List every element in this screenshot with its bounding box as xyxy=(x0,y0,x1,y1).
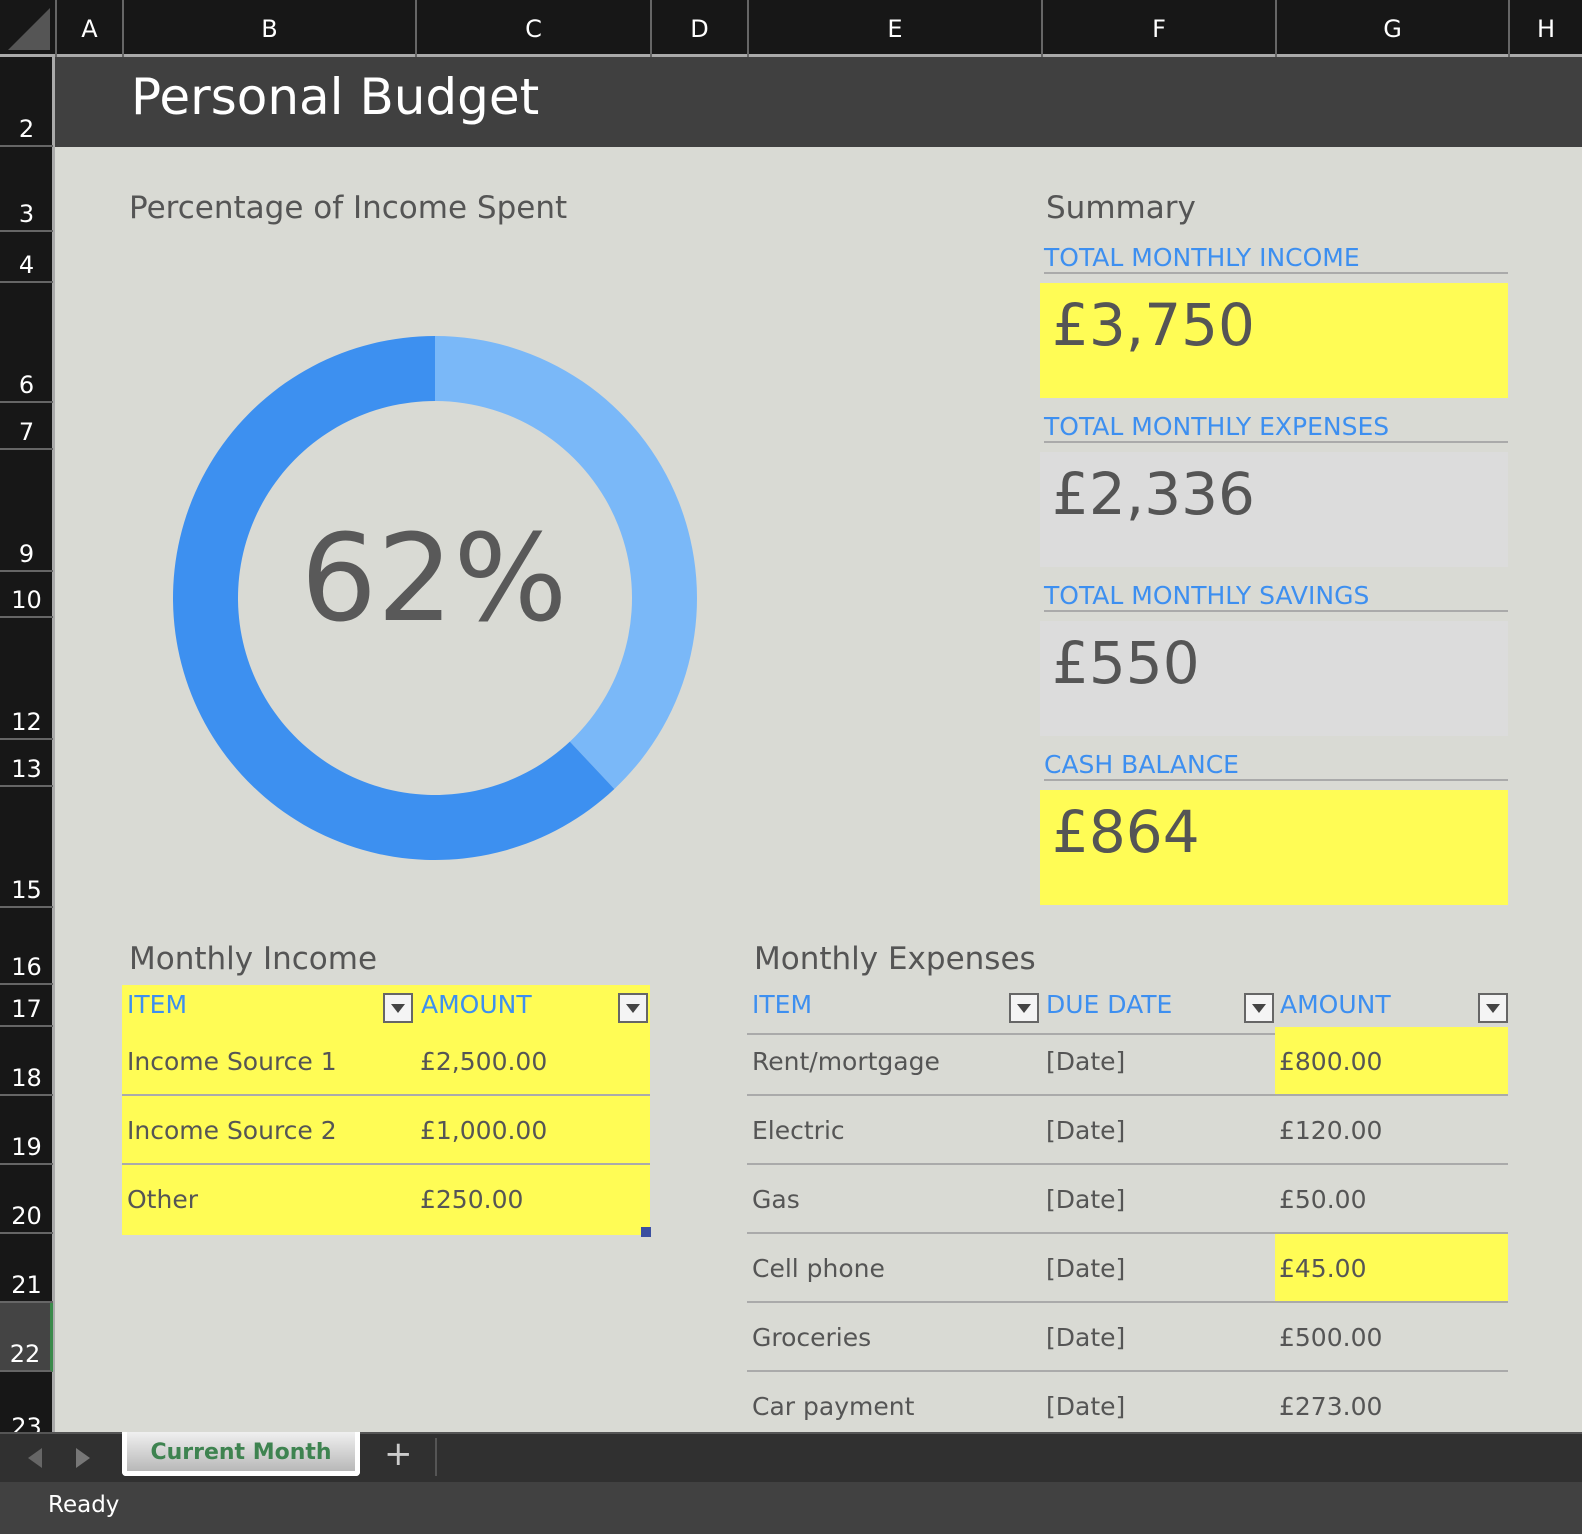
expense-row[interactable]: Cell phone [Date] £45.00 xyxy=(747,1234,1508,1303)
expense-row[interactable]: Rent/mortgage [Date] £800.00 xyxy=(747,1027,1508,1096)
row-header-9[interactable]: 9 xyxy=(0,450,53,572)
income-row[interactable]: Income Source 1 £2,500.00 xyxy=(122,1027,650,1096)
expense-item: Gas xyxy=(752,1185,800,1214)
scroll-right-icon[interactable] xyxy=(76,1448,90,1468)
summary-label: TOTAL MONTHLY INCOME xyxy=(1044,243,1508,274)
expense-due-date: [Date] xyxy=(1046,1392,1126,1421)
column-header-a[interactable]: A xyxy=(55,0,122,57)
status-bar: Ready xyxy=(0,1482,1582,1534)
donut-slice-remaining[interactable] xyxy=(435,336,697,789)
page-title: Personal Budget xyxy=(131,68,540,126)
expense-row[interactable]: Gas [Date] £50.00 xyxy=(747,1165,1508,1234)
row-header-6[interactable]: 6 xyxy=(0,283,53,403)
filter-dropdown-icon[interactable] xyxy=(1244,993,1274,1023)
expense-due-date: [Date] xyxy=(1046,1254,1126,1283)
row-header-16[interactable]: 16 xyxy=(0,908,53,985)
row-header-7[interactable]: 7 xyxy=(0,403,53,450)
filter-dropdown-icon[interactable] xyxy=(1478,993,1508,1023)
row-header-17[interactable]: 17 xyxy=(0,985,53,1027)
summary-value[interactable]: £864 xyxy=(1040,790,1508,905)
column-header-b[interactable]: B xyxy=(122,0,415,57)
income-row[interactable]: Other £250.00 xyxy=(122,1165,650,1234)
donut-chart[interactable] xyxy=(160,323,710,873)
summary-value[interactable]: £3,750 xyxy=(1040,283,1508,398)
expense-item: Car payment xyxy=(752,1392,915,1421)
row-header-10[interactable]: 10 xyxy=(0,572,53,618)
summary-value[interactable]: £550 xyxy=(1040,621,1508,736)
expenses-heading: Monthly Expenses xyxy=(754,941,1036,977)
donut-center-label: 62% xyxy=(300,510,568,649)
expense-due-date: [Date] xyxy=(1046,1323,1126,1352)
column-header-h[interactable]: H xyxy=(1508,0,1582,57)
expense-item: Rent/mortgage xyxy=(752,1047,940,1076)
row-header-3[interactable]: 3 xyxy=(0,147,53,232)
expense-due-date: [Date] xyxy=(1046,1116,1126,1145)
income-amount: £250.00 xyxy=(420,1185,524,1214)
summary-label: TOTAL MONTHLY SAVINGS xyxy=(1044,581,1508,612)
expense-row[interactable]: Electric [Date] £120.00 xyxy=(747,1096,1508,1165)
chart-title: Percentage of Income Spent xyxy=(129,190,568,226)
expense-due-date: [Date] xyxy=(1046,1047,1126,1076)
column-header-d[interactable]: D xyxy=(650,0,747,57)
expense-amount: £45.00 xyxy=(1279,1254,1367,1283)
summary-heading: Summary xyxy=(1046,190,1196,226)
column-header-e[interactable]: E xyxy=(747,0,1041,57)
expense-item: Groceries xyxy=(752,1323,872,1352)
row-headers: 2 3 4 6 7 9 10 12 13 15 16 17 18 19 20 21 22 23 xyxy=(0,57,55,1445)
row-header-19[interactable]: 19 xyxy=(0,1096,53,1165)
expense-amount: £50.00 xyxy=(1279,1185,1367,1214)
expense-row[interactable]: Groceries [Date] £500.00 xyxy=(747,1303,1508,1372)
row-header-15[interactable]: 15 xyxy=(0,787,53,908)
income-amount: £1,000.00 xyxy=(420,1116,548,1145)
add-sheet-button[interactable]: + xyxy=(384,1434,413,1474)
expense-item: Electric xyxy=(752,1116,845,1145)
sheet-tab-bar: Current Month + xyxy=(0,1432,1582,1482)
summary-value[interactable]: £2,336 xyxy=(1040,452,1508,567)
column-header-g[interactable]: G xyxy=(1275,0,1508,57)
expenses-header-amount: AMOUNT xyxy=(1280,990,1391,1019)
filter-dropdown-icon[interactable] xyxy=(1009,993,1039,1023)
expense-amount: £273.00 xyxy=(1279,1392,1383,1421)
row-header-20[interactable]: 20 xyxy=(0,1165,53,1234)
income-heading: Monthly Income xyxy=(129,941,378,977)
row-header-2[interactable]: 2 xyxy=(0,57,53,147)
expenses-header-date: DUE DATE xyxy=(1046,990,1173,1019)
expense-item: Cell phone xyxy=(752,1254,885,1283)
expense-amount: £800.00 xyxy=(1279,1047,1383,1076)
filter-dropdown-icon[interactable] xyxy=(618,993,648,1023)
column-header-c[interactable]: C xyxy=(415,0,650,57)
expenses-header-item: ITEM xyxy=(752,990,813,1019)
income-item: Other xyxy=(127,1185,198,1214)
filter-dropdown-icon[interactable] xyxy=(383,993,413,1023)
income-header-amount: AMOUNT xyxy=(421,990,532,1019)
row-header-4[interactable]: 4 xyxy=(0,232,53,283)
title-bar xyxy=(55,57,1582,147)
income-amount: £2,500.00 xyxy=(420,1047,548,1076)
row-header-12[interactable]: 12 xyxy=(0,618,53,740)
donut-slice-spent[interactable] xyxy=(172,336,615,860)
income-header-item: ITEM xyxy=(127,990,188,1019)
summary-label: CASH BALANCE xyxy=(1044,750,1508,781)
column-header-f[interactable]: F xyxy=(1041,0,1275,57)
table-resize-handle[interactable] xyxy=(641,1227,651,1237)
row-header-21[interactable]: 21 xyxy=(0,1234,53,1303)
income-row[interactable]: Income Source 2 £1,000.00 xyxy=(122,1096,650,1165)
expense-row[interactable]: Car payment [Date] £273.00 xyxy=(747,1372,1508,1441)
expense-amount: £500.00 xyxy=(1279,1323,1383,1352)
income-table xyxy=(122,985,650,1235)
expense-amount: £120.00 xyxy=(1279,1116,1383,1145)
summary-label: TOTAL MONTHLY EXPENSES xyxy=(1044,412,1508,443)
income-item: Income Source 2 xyxy=(127,1116,337,1145)
row-header-13[interactable]: 13 xyxy=(0,740,53,787)
expense-due-date: [Date] xyxy=(1046,1185,1126,1214)
row-header-22[interactable]: 22 xyxy=(0,1303,53,1372)
row-header-18[interactable]: 18 xyxy=(0,1027,53,1096)
scroll-left-icon[interactable] xyxy=(28,1448,42,1468)
select-all-button[interactable] xyxy=(0,0,55,57)
sheet-tab-current-month[interactable]: Current Month xyxy=(122,1432,360,1476)
income-item: Income Source 1 xyxy=(127,1047,337,1076)
